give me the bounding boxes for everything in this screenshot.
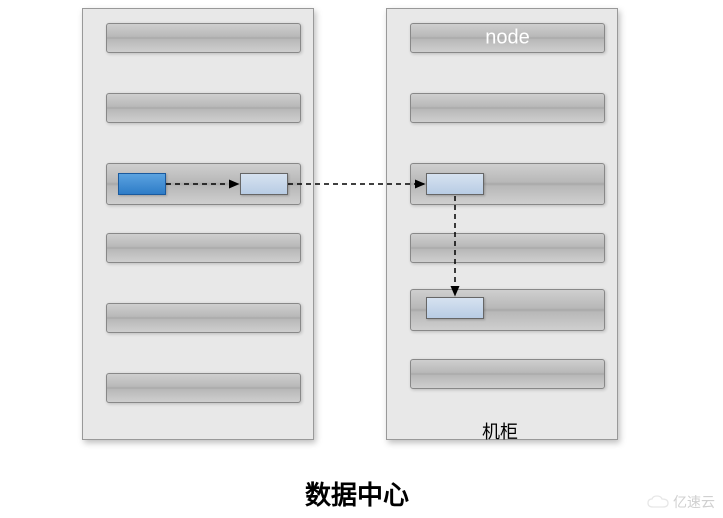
diagram-title: 数据中心 [305,475,409,512]
rack-slot [410,233,605,263]
slot-label: node [411,27,604,50]
watermark: 亿速云 [647,492,715,512]
cloud-icon [647,495,669,509]
chip-active [118,173,166,195]
watermark-text: 亿速云 [673,492,715,512]
chip [426,173,484,195]
rack-slot: node [410,23,605,53]
rack-slot [410,359,605,389]
rack-slot [106,303,301,333]
chip [426,297,484,319]
rack-label: 机柜 [482,418,518,444]
rack-slot [106,23,301,53]
rack-slot [106,93,301,123]
rack-slot [410,93,605,123]
chip [240,173,288,195]
rack-slot [106,233,301,263]
rack-slot [106,373,301,403]
